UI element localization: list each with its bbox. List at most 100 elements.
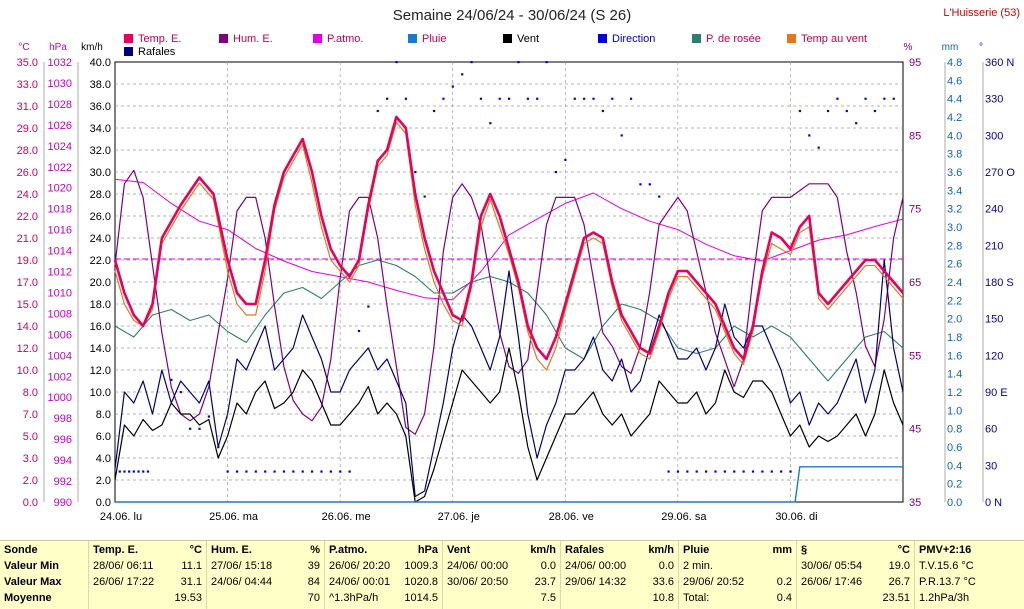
stats-timestamp: 29/06/ 14:32 [565, 576, 627, 588]
direction-point [442, 97, 445, 100]
temp-tick: 33.0 [17, 79, 38, 91]
mm-tick: 1.8 [947, 332, 962, 344]
direction-point [873, 109, 877, 113]
stats-value: 31.1 [180, 576, 202, 588]
stats-value: 1020.8 [404, 576, 438, 588]
temp-tick: 17.0 [17, 277, 38, 289]
dir-tick: 270 O [985, 167, 1015, 179]
legend-label-patmo: P.atmo. [327, 33, 364, 45]
stats-value: 33.6 [652, 576, 674, 588]
mm-tick: 2.2 [947, 295, 962, 307]
hpa-tick: 992 [54, 476, 72, 488]
stats-label: Valeur Min [4, 560, 60, 572]
direction-point [179, 391, 182, 394]
kmh-tick: 34.0 [90, 123, 111, 135]
stats-value-row: 19.53 [93, 590, 202, 606]
stats-value: 11.1 [181, 560, 202, 572]
stats-group-5: Pluie mm 2 min. 29/06/ 20:52 0.2 Total: 0.4 [678, 541, 796, 609]
stats-value: 23.7 [534, 576, 556, 588]
stats-group-title: P.atmo. [329, 544, 368, 556]
stats-timestamp: ^1.3hPa/h [329, 592, 379, 604]
legend-label-direction: Direction [612, 33, 655, 45]
temp-tick: 15.0 [17, 299, 38, 311]
stats-value-row: Total: 0.4 [683, 590, 792, 606]
hpa-tick: 1008 [48, 308, 72, 320]
direction-point [348, 470, 351, 473]
direction-point [339, 470, 342, 473]
hum-tick: 75 [909, 204, 921, 216]
direction-point [376, 109, 379, 113]
stats-value-row: 26/06/ 20:20 1009.3 [329, 558, 438, 574]
legend-swatch-rafales [124, 47, 133, 56]
stats-group-3: Vent km/h 24/06/ 00:00 0.0 30/06/ 20:50 23.7 7… [442, 541, 560, 609]
mm-unit: mm [942, 42, 959, 53]
stats-value: 39 [307, 560, 320, 572]
direction-point [592, 97, 595, 100]
direction-point [733, 470, 736, 473]
stats-group-unit: km/h [530, 544, 556, 556]
stats-value: 1009.3 [404, 560, 438, 572]
mm-tick: 4.2 [947, 112, 962, 124]
stats-value-row: 2 min. [683, 558, 792, 574]
hpa-unit: hPa [49, 42, 67, 53]
stats-row-labels: Sonde Valeur Min Valeur Max Moyenne [0, 541, 88, 609]
stats-timestamp: 24/06/ 00:01 [329, 576, 391, 588]
stats-value-row: 24/06/ 00:01 1020.8 [329, 574, 438, 590]
hpa-tick: 1020 [48, 183, 72, 195]
stats-timestamp: 28/06/ 06:11 [93, 560, 154, 572]
direction-point [357, 329, 361, 333]
stats-value-row: 24/06/ 04:44 84 [211, 574, 320, 590]
temp-tick: 22.0 [17, 211, 38, 223]
direction-point [798, 109, 802, 113]
hpa-tick: 1018 [48, 204, 72, 216]
legend-swatch-tempvent [787, 34, 796, 43]
hum-tick: 65 [909, 277, 921, 289]
temp-tick: 21.0 [17, 233, 38, 245]
stats-timestamp [801, 590, 882, 606]
direction-point [564, 158, 567, 161]
stats-value-row: 24/06/ 00:00 0.0 [447, 558, 556, 574]
kmh-tick: 20.0 [90, 277, 111, 289]
axis-units: °C hPa km/h % mm ° [18, 42, 983, 53]
weather-chart: Semaine 24/06/24 - 30/06/24 (S 26) L'Hui… [17, 7, 1020, 523]
kmh-tick: 0.0 [96, 497, 111, 509]
mm-tick: 4.4 [947, 94, 962, 106]
chart-legend: Temp. E. Hum. E. P.atmo. Pluie Vent Direction… [124, 33, 867, 58]
direction-point [601, 109, 605, 113]
stats-group-4: Rafales km/h 24/06/ 00:00 0.0 29/06/ 14:32 33… [560, 541, 678, 609]
stats-group-unit: °C [897, 544, 910, 556]
stats-group-header: Pluie mm [683, 542, 792, 558]
stats-value-row: 28/06/ 06:11 11.1 [93, 558, 202, 574]
mm-tick: 1.2 [947, 387, 962, 399]
hpa-tick: 1024 [48, 141, 72, 153]
day-label: 24.06. lu [100, 511, 142, 523]
temp-tick: 10.0 [17, 365, 38, 377]
direction-point [826, 109, 830, 113]
direction-point [536, 97, 539, 100]
hpa-tick: 998 [54, 413, 72, 425]
stats-timestamp: 29/06/ 20:52 [683, 576, 745, 588]
stats-value: 0.0 [658, 560, 674, 572]
direction-point [118, 470, 121, 473]
legend-swatch-hum [219, 34, 228, 43]
mm-tick: 3.2 [947, 204, 962, 216]
day-label: 27.06. je [438, 511, 480, 523]
mm-tick: 0.6 [947, 442, 962, 454]
stats-timestamp [565, 590, 653, 606]
direction-point [892, 97, 895, 100]
kmh-tick: 2.0 [96, 475, 111, 487]
dir-tick: 90 E [985, 387, 1008, 399]
direction-point [639, 183, 642, 186]
direction-point [845, 109, 848, 113]
stats-timestamp [211, 590, 308, 606]
stats-group-title: Pluie [683, 544, 710, 556]
series-patmo [114, 178, 904, 301]
hpa-tick: 1000 [48, 392, 72, 404]
direction-point [855, 122, 858, 125]
direction-point [128, 470, 131, 473]
direction-point [611, 97, 614, 100]
stats-value: 0.2 [776, 576, 792, 588]
direction-point [123, 470, 126, 473]
stats-group-header: Rafales km/h [565, 542, 674, 558]
direction-point [648, 183, 651, 186]
